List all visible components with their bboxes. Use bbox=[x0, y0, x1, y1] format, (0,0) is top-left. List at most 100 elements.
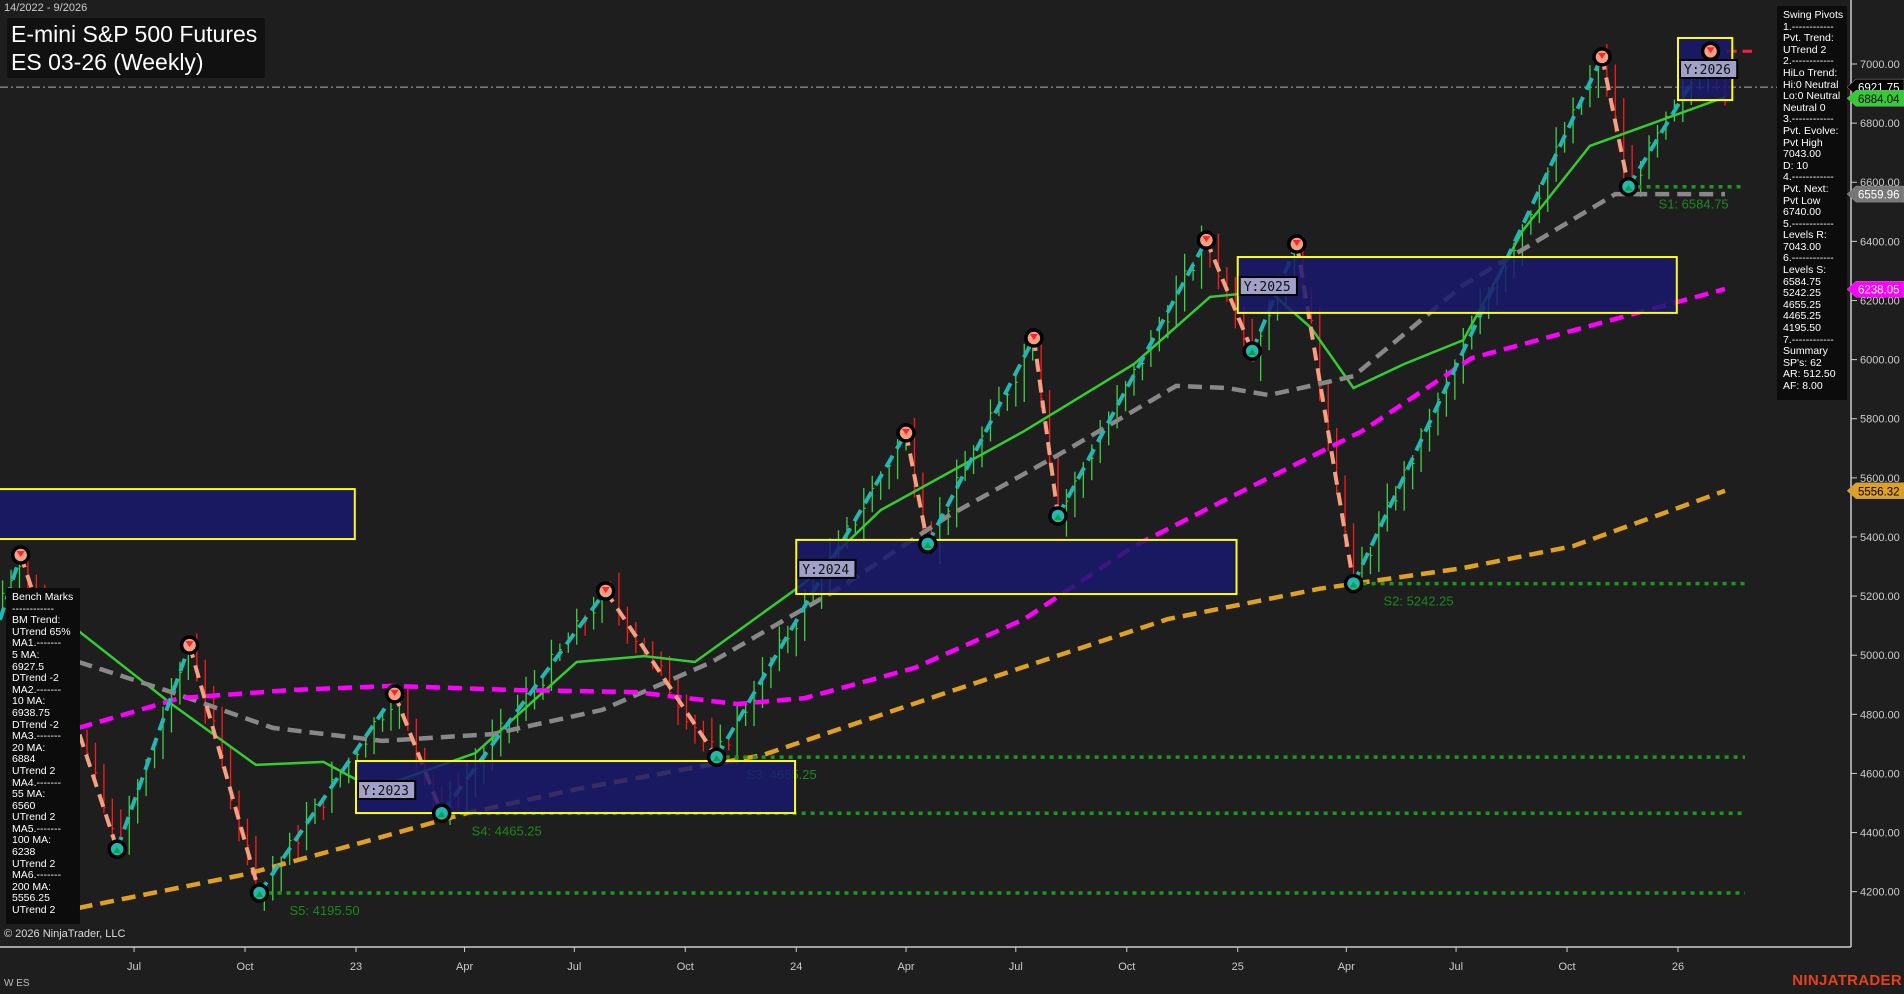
panel-line: 6560 bbox=[12, 799, 36, 812]
panel-line: 5242.25 bbox=[1783, 287, 1821, 300]
price-tag-bg bbox=[1846, 280, 1904, 298]
pivot-high-marker bbox=[1287, 234, 1307, 254]
x-tick-label: Jul bbox=[1009, 961, 1023, 973]
zone-label-text: Y:2023 bbox=[362, 784, 409, 799]
x-tick-label: 23 bbox=[350, 961, 362, 973]
price-tag: 6559.96 bbox=[1846, 185, 1904, 203]
x-tick-label: Oct bbox=[236, 961, 253, 973]
panel-line: ------------ bbox=[12, 602, 54, 615]
panel-line: UTrend 2 bbox=[12, 764, 56, 777]
panel-line: 5 MA: bbox=[12, 648, 40, 661]
panel-line: 4655.25 bbox=[1783, 298, 1821, 311]
panel-line: Summary bbox=[1783, 345, 1828, 358]
pivot-low-marker bbox=[431, 803, 452, 824]
pivot-high-marker bbox=[896, 423, 916, 443]
pivot-down-arrow-icon bbox=[185, 641, 194, 648]
panel-line: 4195.50 bbox=[1783, 322, 1821, 335]
panel-line: UTrend 65% bbox=[12, 625, 71, 638]
ninjatrader-logo: NINJATRADER bbox=[1792, 972, 1902, 989]
x-tick-label: Oct bbox=[1558, 961, 1575, 973]
x-tick-label: Apr bbox=[897, 961, 914, 973]
y-tick-label: 5200.00 bbox=[1860, 591, 1900, 603]
swing-up-leg bbox=[257, 692, 397, 895]
pivot-low-marker bbox=[107, 839, 127, 859]
x-tick-label: Apr bbox=[456, 961, 473, 973]
x-tick-label: Jul bbox=[1449, 961, 1463, 973]
y-tick-label: 6000.00 bbox=[1860, 355, 1900, 367]
pivot-low-marker bbox=[1242, 341, 1262, 361]
bench-marks-panel: Bench Marks ------------ BM Trend: UTrend 6… bbox=[6, 588, 80, 924]
pivot-down-arrow-icon bbox=[16, 550, 25, 557]
pivot-high-marker bbox=[384, 684, 405, 704]
panel-line: D: 10 bbox=[1783, 159, 1809, 172]
x-tick-label: Oct bbox=[1118, 961, 1135, 973]
pivot-up-arrow-icon bbox=[1349, 581, 1358, 588]
swing-down-leg bbox=[1294, 243, 1356, 584]
panel-line: Bench Marks bbox=[12, 591, 74, 603]
panel-line: 100 MA: bbox=[12, 834, 52, 847]
pivot-up-arrow-icon bbox=[1248, 349, 1257, 356]
panel-line: Pvt. Trend: bbox=[1783, 32, 1834, 45]
pivot-high-marker bbox=[10, 545, 31, 565]
panel-line: Pvt Low bbox=[1783, 194, 1821, 207]
y-tick-label: 6400.00 bbox=[1860, 236, 1900, 248]
x-tick-label: Jul bbox=[567, 961, 581, 973]
panel-line: DTrend -2 bbox=[12, 718, 59, 731]
panel-line: AR: 512.50 bbox=[1783, 368, 1836, 381]
pivot-up-arrow-icon bbox=[1624, 184, 1633, 191]
zone-label: Y:2024 bbox=[797, 558, 857, 579]
yearly-zone bbox=[795, 538, 1238, 596]
panel-line: 55 MA: bbox=[12, 788, 46, 801]
pivot-up-arrow-icon bbox=[923, 542, 932, 549]
price-tag-value: 6238.05 bbox=[1858, 285, 1900, 297]
swing-up-leg bbox=[1056, 239, 1209, 517]
swing-up-leg bbox=[1351, 56, 1604, 585]
zone-label-text: Y:2026 bbox=[1684, 63, 1731, 78]
swing-pivots-panel: Swing Pivots 1.------------ Pvt. Trend: UTr… bbox=[1777, 6, 1847, 400]
y-tick-label: 6800.00 bbox=[1860, 118, 1900, 130]
yearly-zone bbox=[0, 488, 356, 541]
copyright: © 2026 NinjaTrader, LLC bbox=[4, 928, 126, 940]
pivot-low-marker bbox=[1048, 506, 1068, 526]
pivot-down-arrow-icon bbox=[1598, 52, 1607, 59]
price-tag-value: 5556.32 bbox=[1858, 486, 1900, 498]
x-tick-label: 26 bbox=[1672, 961, 1684, 973]
x-tick-label: Apr bbox=[1338, 961, 1355, 973]
ma-line-200ma bbox=[78, 488, 1726, 911]
y-tick-label: 4600.00 bbox=[1860, 768, 1900, 780]
panel-line: 20 MA: bbox=[12, 741, 46, 754]
panel-line: HiLo Trend: bbox=[1783, 66, 1838, 79]
panel-line: UTrend 2 bbox=[12, 811, 56, 824]
pivot-low-marker bbox=[249, 883, 270, 903]
panel-line: 6.------------ bbox=[1783, 252, 1834, 265]
panel-line: MA3.------- bbox=[12, 730, 61, 743]
panel-line: 3.------------ bbox=[1783, 113, 1834, 126]
pivot-up-arrow-icon bbox=[712, 755, 721, 762]
pivot-low-marker bbox=[706, 747, 727, 767]
panel-line: 6927.5 bbox=[12, 660, 45, 673]
support-label: S2: 5242.25 bbox=[1384, 594, 1454, 609]
swing-up-leg bbox=[115, 644, 192, 850]
panel-line: MA5.------- bbox=[12, 822, 61, 835]
panel-line: 6238 bbox=[12, 846, 36, 859]
zone-label: Y:2025 bbox=[1238, 276, 1298, 297]
panel-line: 7043.00 bbox=[1783, 240, 1821, 253]
panel-line: Pvt. Next: bbox=[1783, 182, 1829, 195]
instrument-subtitle: ES 03-26 (Weekly) bbox=[11, 49, 204, 75]
zone-label: Y:2023 bbox=[357, 780, 417, 801]
zone-label-box bbox=[1238, 276, 1298, 297]
panel-line: Neutral 0 bbox=[1783, 101, 1826, 114]
pivot-down-arrow-icon bbox=[601, 587, 610, 594]
panel-line: UTrend 2 bbox=[12, 904, 56, 917]
panel-line: MA1.------- bbox=[12, 637, 61, 650]
y-tick-label: 7000.00 bbox=[1860, 59, 1900, 71]
panel-line: UTrend 2 bbox=[12, 857, 56, 870]
pivot-high-marker bbox=[1196, 230, 1217, 250]
ma-line-55ma bbox=[77, 191, 1725, 744]
chart-title-box: E-mini S&P 500 Futures ES 03-26 (Weekly) bbox=[7, 18, 266, 78]
instrument-title: E-mini S&P 500 Futures bbox=[11, 21, 258, 47]
panel-line: DTrend -2 bbox=[12, 672, 59, 685]
swing-down-leg bbox=[904, 432, 930, 545]
